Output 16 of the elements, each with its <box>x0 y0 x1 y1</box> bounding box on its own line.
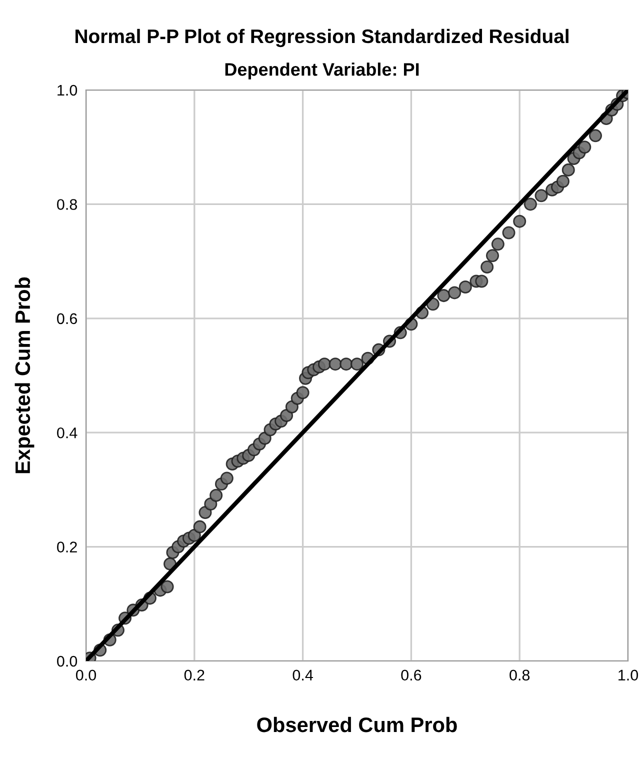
x-tick-label: 0.4 <box>292 670 313 681</box>
x-tick-label: 0.2 <box>184 670 204 681</box>
x-tick-label: 0.8 <box>510 670 530 681</box>
y-tick-label: 0.6 <box>57 313 77 324</box>
y-tick-label: 0.2 <box>57 542 77 552</box>
y-tick-label: 0.8 <box>57 199 78 210</box>
x-tick-label: 0.0 <box>76 670 96 681</box>
chart-title: Normal P-P Plot of Regression Standardized Residual <box>76 28 568 48</box>
chart-subtitle: Dependent Variable: PI <box>225 62 419 80</box>
x-tick-label: 0.6 <box>401 670 422 681</box>
y-axis-title: Expected Cum Prob <box>14 277 34 474</box>
x-axis-title: Observed Cum Prob <box>257 716 457 732</box>
y-tick-label: 1.0 <box>58 84 78 96</box>
y-tick-label: 0.4 <box>57 427 78 438</box>
y-tick-label: 0.0 <box>57 656 78 667</box>
x-tick-label: 1.0 <box>618 670 638 681</box>
